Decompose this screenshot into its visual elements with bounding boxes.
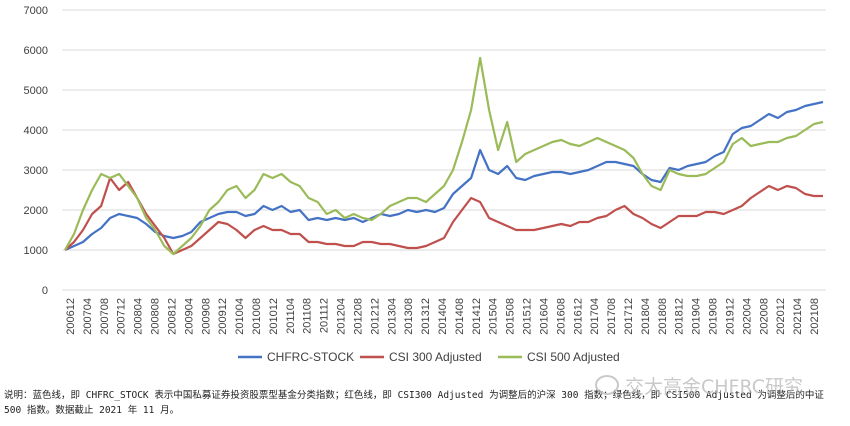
- x-tick-label: 201808: [657, 298, 669, 335]
- y-tick-label: 0: [42, 285, 48, 297]
- series-line-1: [64, 176, 823, 256]
- y-tick-label: 1000: [24, 245, 48, 257]
- series-line-0: [64, 100, 824, 252]
- y-tick-label: 2000: [24, 205, 48, 217]
- x-tick-label: 202008: [758, 298, 770, 335]
- x-tick-label: 201004: [234, 298, 246, 335]
- x-tick-label: 201312: [420, 298, 432, 335]
- footnote: 说明：蓝色线，即 CHFRC_STOCK 表示中国私募证券投资股票型基金分类指数…: [4, 388, 844, 418]
- x-tick-label: 200812: [166, 298, 178, 335]
- line-chart: 0 1000 2000 3000 4000 5000 6000 7000 200612 2007…: [24, 5, 826, 364]
- x-tick-label: 201708: [606, 298, 618, 335]
- x-tick-label: 201212: [369, 298, 381, 335]
- watermark-text: 交大高金CHFRC研究: [625, 376, 804, 398]
- y-tick-label: 4000: [24, 125, 48, 137]
- y-tick-label: 5000: [24, 85, 48, 97]
- y-axis: 0 1000 2000 3000 4000 5000 6000 7000: [24, 5, 48, 297]
- series-lines: [64, 56, 824, 256]
- x-tick-label: 201908: [708, 298, 720, 335]
- legend: CHFRC-STOCK CSI 300 Adjusted CSI 500 Adjus…: [238, 350, 620, 364]
- x-tick-label: 201108: [302, 298, 314, 334]
- x-tick-label: 200904: [183, 298, 195, 335]
- x-tick-label: 201404: [437, 298, 449, 335]
- x-tick-label: 200908: [200, 298, 212, 335]
- x-tick-label: 200704: [82, 298, 94, 335]
- x-tick-label: 201412: [471, 298, 483, 335]
- x-tick-label: 201512: [522, 298, 534, 335]
- x-tick-label: 201208: [352, 298, 364, 335]
- x-tick-label: 201408: [454, 298, 466, 335]
- legend-label: CHFRC-STOCK: [267, 350, 354, 364]
- x-tick-label: 201712: [623, 298, 635, 335]
- watermark: 交大高金CHFRC研究: [595, 372, 803, 399]
- y-tick-label: 6000: [24, 45, 48, 57]
- x-tick-label: 200712: [116, 298, 128, 335]
- x-axis: 200612 200704 200708 200712 200804 200808 2008…: [62, 289, 826, 335]
- x-tick-label: 201204: [336, 298, 348, 335]
- x-tick-label: 202108: [809, 298, 821, 335]
- y-tick-label: 7000: [24, 5, 48, 17]
- x-tick-label: 201912: [724, 298, 736, 335]
- footnote-line-2: 500 指数。数据截止 2021 年 11 月。: [4, 405, 180, 416]
- x-tick-label: 201112: [319, 298, 331, 333]
- series-line-2: [64, 56, 824, 256]
- x-tick-label: 201012: [268, 298, 280, 335]
- x-tick-label: 200612: [65, 298, 77, 335]
- x-tick-label: 201308: [403, 298, 415, 335]
- x-tick-label: 201504: [488, 298, 500, 335]
- legend-label: CSI 300 Adjusted: [389, 350, 482, 364]
- x-tick-label: 201612: [572, 298, 584, 335]
- x-tick-label: 201704: [589, 298, 601, 335]
- x-tick-label: 202012: [775, 298, 787, 335]
- x-tick-label: 202104: [792, 298, 804, 335]
- x-tick-label: 202004: [741, 298, 753, 335]
- wechat-logo-icon: [595, 375, 619, 395]
- x-tick-label: 200804: [133, 298, 145, 335]
- x-tick-label: 200912: [217, 298, 229, 335]
- y-tick-label: 3000: [24, 165, 48, 177]
- gridlines: [62, 9, 826, 291]
- x-tick-label: 201304: [386, 298, 398, 335]
- x-tick-label: 201804: [640, 298, 652, 335]
- x-tick-label: 201604: [538, 298, 550, 335]
- x-tick-label: 201608: [555, 298, 567, 335]
- x-tick-label: 201904: [691, 298, 703, 335]
- legend-label: CSI 500 Adjusted: [527, 350, 620, 364]
- footnote-line-1: 说明：蓝色线，即 CHFRC_STOCK 表示中国私募证券投资股票型基金分类指数…: [4, 390, 824, 401]
- x-tick-label: 201812: [674, 298, 686, 335]
- x-tick-label: 201508: [505, 298, 517, 335]
- x-tick-label: 200708: [99, 298, 111, 335]
- x-tick-label: 201008: [251, 298, 263, 335]
- x-tick-label: 201104: [285, 298, 297, 334]
- x-tick-label: 200808: [150, 298, 162, 335]
